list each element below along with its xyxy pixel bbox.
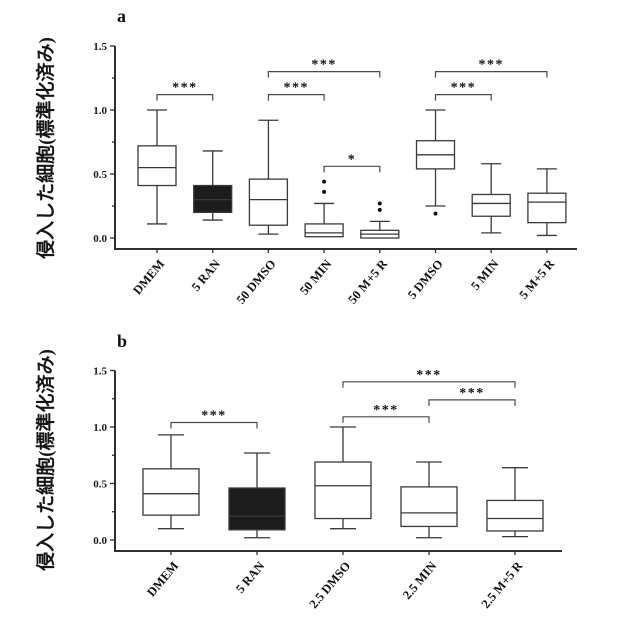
- box-dmem: [142, 434, 200, 530]
- significance-label: ***: [201, 408, 227, 423]
- significance-label: ***: [478, 58, 504, 73]
- significance-label: ***: [416, 368, 442, 383]
- significance-bracket: ***: [342, 403, 430, 423]
- significance-label: ***: [172, 81, 198, 96]
- significance-label: ***: [311, 58, 337, 73]
- significance-bracket: ***: [156, 81, 214, 101]
- y-axis-label-b: 侵入した細胞(標準化済み): [34, 349, 57, 572]
- x-category-label: DMEM: [130, 257, 167, 298]
- significance-bracket: ***: [170, 408, 258, 429]
- x-category-label: 50 M+5 R: [345, 256, 390, 306]
- significance-bracket: ***: [267, 58, 381, 78]
- y-tick-label: 1.0: [93, 422, 107, 434]
- boxplot-panel-a: 0.0 0.5 1.0 1.5 DMEM 5 RAN 50 DMSO 50 MIN 50 M+5…: [93, 41, 577, 307]
- box-5-min: [471, 163, 511, 234]
- y-tick-label: 1.0: [93, 105, 107, 117]
- box-50-min: [304, 179, 344, 238]
- significance-bracket: ***: [434, 58, 548, 78]
- panel-b-label: b: [117, 331, 127, 351]
- box-2-5-min: [400, 461, 458, 539]
- box-5-dmso: [415, 109, 456, 216]
- y-tick-label: 0.0: [93, 233, 107, 245]
- y-tick-label: 0.5: [93, 169, 107, 181]
- x-category-label: 5 RAN: [233, 559, 267, 596]
- significance-label: ***: [451, 81, 477, 96]
- box-2-5-dmso: [314, 426, 372, 530]
- box-5-ran: [228, 452, 286, 539]
- outlier-point: [322, 179, 327, 184]
- x-category-label: 2.5 DMSO: [306, 559, 353, 611]
- box-5-ran: [193, 150, 233, 221]
- x-category-label: DMEM: [144, 559, 181, 600]
- outlier-point: [377, 201, 382, 206]
- x-category-label: 2.5 MIN: [400, 559, 439, 602]
- outlier-point: [433, 211, 438, 216]
- significance-bracket: ***: [342, 368, 516, 388]
- significance-label: *: [348, 152, 357, 167]
- x-category-label: 50 MIN: [297, 257, 334, 298]
- significance-label: ***: [459, 386, 485, 401]
- box-50-dmso: [248, 119, 289, 235]
- x-category-label: 5 M+5 R: [516, 256, 557, 302]
- x-category-label: 5 DMSO: [405, 257, 446, 302]
- significance-bracket: ***: [428, 386, 516, 406]
- x-category-label: 50 DMSO: [234, 257, 279, 307]
- y-axis-label-a: 侵入した細胞(標準化済み): [34, 37, 57, 260]
- significance-label: ***: [284, 81, 310, 96]
- boxplot-panel-b: 0.0 0.5 1.0 1.5 DMEM 5 RAN 2.5 DMSO 2.5 MIN 2.5 …: [93, 366, 562, 611]
- x-category-label: 2.5 M+5 R: [479, 558, 526, 611]
- outlier-point: [322, 189, 327, 194]
- panel-a-label: a: [117, 6, 126, 26]
- significance-label: ***: [373, 403, 399, 418]
- y-tick-label: 0.0: [93, 535, 107, 547]
- box-2-5-m-5-r: [486, 467, 544, 538]
- box-50-m-5-r: [360, 201, 400, 239]
- significance-bracket: ***: [267, 81, 325, 101]
- y-tick-label: 1.5: [93, 366, 107, 378]
- outlier-point: [377, 207, 382, 212]
- y-tick-label: 0.5: [93, 479, 107, 491]
- y-tick-label: 1.5: [93, 41, 107, 53]
- box-5-m-5-r: [527, 168, 567, 237]
- x-category-label: 5 RAN: [189, 257, 223, 294]
- significance-bracket: *: [323, 152, 381, 173]
- box-dmem: [137, 109, 177, 225]
- x-category-label: 5 MIN: [468, 257, 501, 293]
- significance-bracket: ***: [434, 81, 492, 101]
